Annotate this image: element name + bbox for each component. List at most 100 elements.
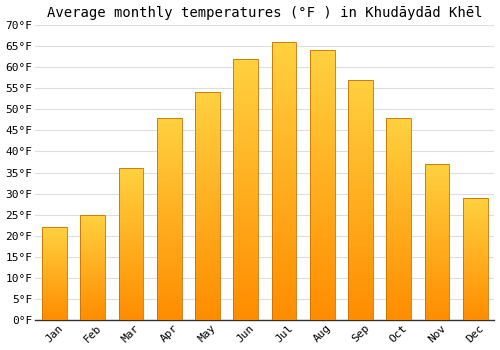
Bar — [348, 104, 373, 107]
Bar — [272, 272, 296, 275]
Bar — [310, 222, 334, 226]
Bar — [80, 241, 105, 243]
Bar — [463, 285, 487, 287]
Bar — [424, 285, 450, 287]
Bar — [195, 252, 220, 255]
Bar — [310, 273, 334, 276]
Bar — [310, 74, 334, 77]
Bar — [195, 269, 220, 272]
Bar — [42, 280, 67, 281]
Bar — [157, 209, 182, 211]
Bar — [42, 284, 67, 286]
Bar — [272, 184, 296, 188]
Bar — [424, 279, 450, 281]
Bar — [386, 257, 411, 259]
Bar — [272, 310, 296, 313]
Bar — [42, 286, 67, 287]
Bar — [42, 260, 67, 261]
Bar — [118, 282, 144, 284]
Bar — [272, 91, 296, 94]
Bar — [310, 185, 334, 189]
Bar — [310, 88, 334, 91]
Bar — [80, 215, 105, 216]
Bar — [463, 280, 487, 282]
Bar — [386, 252, 411, 254]
Bar — [272, 118, 296, 122]
Bar — [234, 261, 258, 265]
Bar — [234, 94, 258, 98]
Bar — [80, 231, 105, 232]
Bar — [272, 163, 296, 167]
Bar — [272, 240, 296, 244]
Bar — [195, 135, 220, 138]
Bar — [80, 228, 105, 229]
Bar — [310, 216, 334, 219]
Bar — [348, 296, 373, 299]
Bar — [348, 110, 373, 113]
Bar — [463, 282, 487, 284]
Bar — [424, 291, 450, 293]
Bar — [195, 110, 220, 112]
Bar — [386, 201, 411, 204]
Bar — [157, 247, 182, 250]
Bar — [386, 194, 411, 196]
Bar — [42, 236, 67, 237]
Bar — [348, 173, 373, 176]
Bar — [463, 230, 487, 232]
Bar — [118, 235, 144, 237]
Bar — [80, 277, 105, 278]
Bar — [424, 217, 450, 219]
Bar — [195, 189, 220, 192]
Bar — [42, 243, 67, 244]
Bar — [463, 234, 487, 236]
Bar — [42, 316, 67, 317]
Bar — [348, 224, 373, 227]
Bar — [118, 252, 144, 254]
Bar — [80, 278, 105, 279]
Bar — [272, 268, 296, 272]
Bar — [234, 167, 258, 170]
Bar — [424, 244, 450, 246]
Bar — [234, 304, 258, 307]
Bar — [310, 128, 334, 131]
Bar — [42, 233, 67, 235]
Bar — [310, 297, 334, 300]
Bar — [42, 274, 67, 275]
Bar — [424, 164, 450, 320]
Bar — [80, 238, 105, 240]
Bar — [157, 183, 182, 186]
Bar — [42, 238, 67, 239]
Bar — [272, 167, 296, 170]
Bar — [310, 50, 334, 320]
Bar — [386, 158, 411, 161]
Bar — [386, 226, 411, 229]
Bar — [118, 233, 144, 235]
Bar — [463, 215, 487, 216]
Bar — [234, 118, 258, 121]
Bar — [463, 314, 487, 316]
Bar — [424, 203, 450, 205]
Bar — [42, 246, 67, 247]
Bar — [348, 92, 373, 95]
Bar — [348, 263, 373, 266]
Bar — [118, 263, 144, 265]
Bar — [310, 178, 334, 182]
Bar — [272, 160, 296, 163]
Bar — [195, 175, 220, 178]
Bar — [157, 128, 182, 131]
Bar — [42, 304, 67, 305]
Bar — [386, 131, 411, 133]
Bar — [195, 303, 220, 306]
Bar — [272, 237, 296, 240]
Bar — [386, 310, 411, 313]
Bar — [42, 258, 67, 259]
Bar — [424, 164, 450, 166]
Bar — [386, 290, 411, 293]
Bar — [234, 173, 258, 176]
Bar — [272, 216, 296, 219]
Bar — [157, 178, 182, 181]
Bar — [463, 241, 487, 242]
Bar — [118, 305, 144, 307]
Bar — [157, 150, 182, 153]
Bar — [272, 223, 296, 226]
